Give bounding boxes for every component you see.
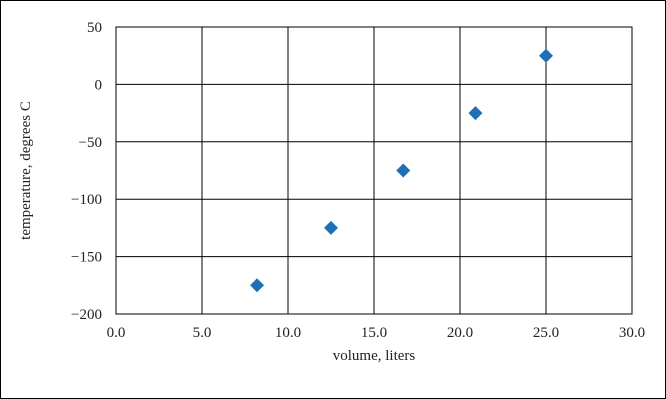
y-tick-label: 0 xyxy=(95,77,103,93)
y-tick-label: −150 xyxy=(71,250,102,266)
x-tick-label: 20.0 xyxy=(447,325,473,341)
x-tick-label: 30.0 xyxy=(619,325,645,341)
y-tick-label: −50 xyxy=(79,135,102,151)
x-tick-label: 10.0 xyxy=(275,325,301,341)
data-point xyxy=(468,106,483,121)
y-tick-label: 50 xyxy=(87,20,102,36)
x-tick-label: 15.0 xyxy=(361,325,387,341)
data-point xyxy=(396,163,411,178)
data-point xyxy=(539,48,553,63)
data-points xyxy=(250,48,553,293)
y-tick-label: −100 xyxy=(71,192,102,208)
y-tick-labels: −200 −150 −100 −50 0 50 xyxy=(71,20,102,323)
data-point xyxy=(324,220,338,235)
x-tick-labels: 0.0 5.0 10.0 15.0 20.0 25.0 30.0 xyxy=(107,325,646,341)
x-tick-label: 5.0 xyxy=(193,325,212,341)
y-tick-label: −200 xyxy=(71,307,102,323)
x-tick-label: 0.0 xyxy=(107,325,126,341)
y-axis-title: temperature, degrees C xyxy=(18,101,34,240)
data-point xyxy=(250,278,265,293)
x-tick-label: 25.0 xyxy=(533,325,559,341)
x-axis-title: volume, liters xyxy=(333,348,416,364)
plot-area-border xyxy=(115,26,633,315)
grid-lines xyxy=(115,26,633,315)
